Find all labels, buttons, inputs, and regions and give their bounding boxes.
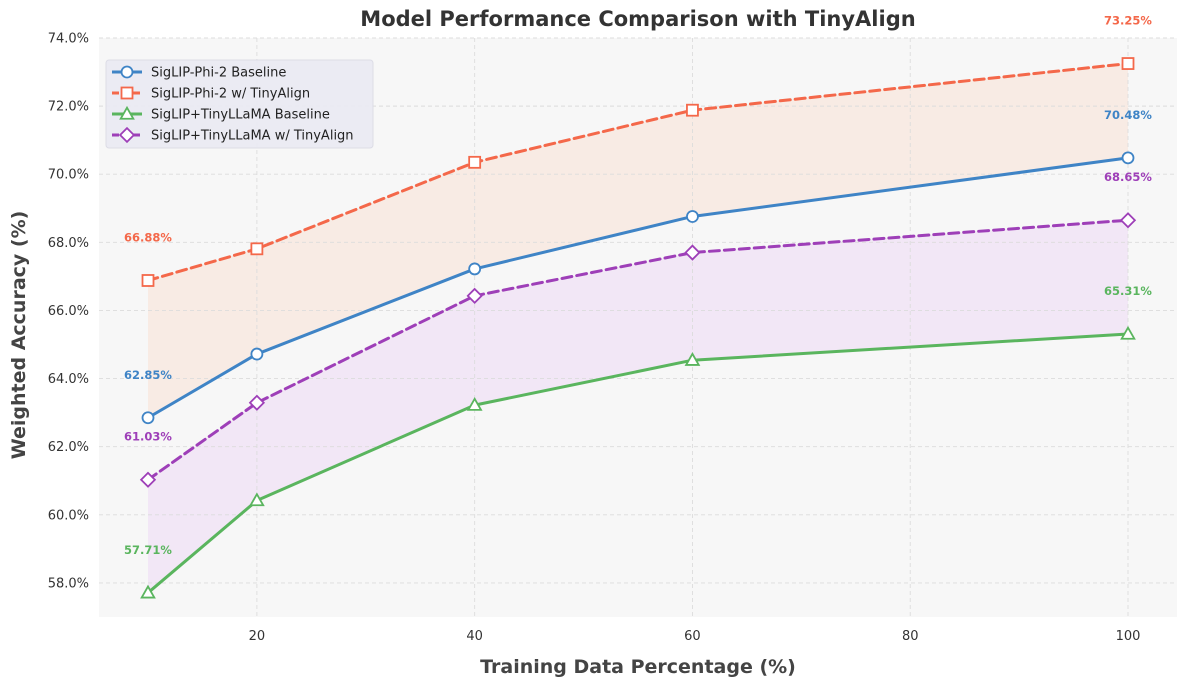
y-tick-label: 60.0% [48, 508, 89, 523]
data-point-siglip-phi-2-baseline [468, 262, 482, 276]
legend-label-siglip-phi-2-baseline: SigLIP-Phi-2 Baseline [151, 66, 286, 81]
legend: SigLIP-Phi-2 Baseline SigLIP-Phi-2 w/ Tin… [105, 59, 374, 149]
data-label-siglip-phi-2-w-tinyalign-last: 73.25% [1104, 14, 1152, 28]
legend-marker-siglip-phi-2-baseline [120, 65, 134, 79]
x-axis-title: Training Data Percentage (%) [480, 656, 796, 678]
data-point-siglip-phi-2-w-tinyalign [1121, 57, 1135, 70]
y-tick-label: 74.0% [48, 32, 89, 47]
data-label-siglip-tinyllama-w-tinyalign-last: 68.65% [1104, 170, 1152, 184]
data-label-siglip-phi-2-baseline-first: 62.85% [124, 368, 172, 382]
y-tick-label: 72.0% [48, 100, 89, 115]
data-point-siglip-tinyllama-baseline [249, 492, 265, 507]
x-tick-label: 40 [466, 629, 483, 644]
annotation-layer: 66.88% 73.25% 62.85% 70.48% 61.03% 68.65% 57.7… [124, 14, 1152, 557]
legend-marker-siglip-tinyllama-baseline [119, 105, 135, 120]
data-point-siglip-tinyllama-w-tinyalign [684, 244, 701, 261]
marker-layer [139, 57, 1137, 599]
axis-layer: 58.0% 60.0% 62.0% 64.0% 66.0% 68.0% 70.0% 72.0%… [48, 32, 1141, 645]
data-label-siglip-phi-2-baseline-last: 70.48% [1104, 108, 1152, 122]
y-tick-label: 64.0% [48, 372, 89, 387]
legend-entries: SigLIP-Phi-2 Baseline SigLIP-Phi-2 w/ Tin… [112, 66, 354, 144]
data-point-siglip-phi-2-baseline [1121, 151, 1135, 165]
fill-region-1 [148, 63, 1128, 418]
y-tick-label: 68.0% [48, 236, 89, 251]
legend-box [105, 59, 374, 149]
y-tick-label: 58.0% [48, 576, 89, 591]
data-label-siglip-phi-2-w-tinyalign-first: 66.88% [124, 230, 172, 244]
fill-region-2 [148, 220, 1128, 593]
data-point-siglip-tinyllama-w-tinyalign [139, 471, 157, 488]
data-point-siglip-tinyllama-baseline [466, 397, 483, 411]
x-tick-label: 20 [249, 629, 266, 644]
y-tick-label: 62.0% [48, 440, 89, 455]
data-point-siglip-tinyllama-w-tinyalign [1119, 212, 1137, 229]
data-point-siglip-phi-2-baseline [686, 210, 699, 223]
data-point-siglip-tinyllama-w-tinyalign [248, 394, 266, 411]
legend-marker-siglip-tinyllama-w-tinyalign [118, 126, 136, 144]
data-point-siglip-phi-2-w-tinyalign [250, 242, 264, 256]
data-label-siglip-tinyllama-baseline-first: 57.71% [124, 543, 172, 557]
chart-title: Model Performance Comparison with TinyAl… [360, 7, 915, 31]
legend-marker-siglip-phi-2-w-tinyalign [120, 86, 134, 100]
data-point-siglip-tinyllama-baseline [1120, 325, 1136, 340]
data-point-siglip-phi-2-baseline [250, 347, 264, 361]
legend-label-siglip-tinyllama-w-tinyalign: SigLIP+TinyLLaMA w/ TinyAlign [151, 129, 354, 144]
legend-label-siglip-tinyllama-baseline: SigLIP+TinyLLaMA Baseline [151, 108, 330, 123]
data-point-siglip-tinyllama-baseline [684, 352, 701, 366]
data-point-siglip-phi-2-w-tinyalign [468, 155, 482, 169]
data-point-siglip-phi-2-baseline [141, 411, 155, 425]
y-tick-label: 70.0% [48, 168, 89, 183]
y-axis-title: Weighted Accuracy (%) [8, 211, 30, 460]
data-label-siglip-tinyllama-w-tinyalign-first: 61.03% [124, 430, 172, 444]
x-tick-label: 100 [1116, 629, 1141, 644]
x-tick-label: 60 [684, 629, 701, 644]
x-tick-label: 80 [902, 629, 919, 644]
data-label-siglip-tinyllama-baseline-last: 65.31% [1104, 284, 1152, 298]
data-point-siglip-phi-2-w-tinyalign [141, 274, 155, 287]
data-point-siglip-tinyllama-w-tinyalign [466, 287, 483, 304]
y-tick-label: 66.0% [48, 304, 89, 319]
data-point-siglip-tinyllama-baseline [140, 584, 156, 599]
fill-layer [148, 63, 1128, 593]
data-point-siglip-phi-2-w-tinyalign [686, 103, 699, 117]
legend-label-siglip-phi-2-w-tinyalign: SigLIP-Phi-2 w/ TinyAlign [151, 87, 310, 102]
